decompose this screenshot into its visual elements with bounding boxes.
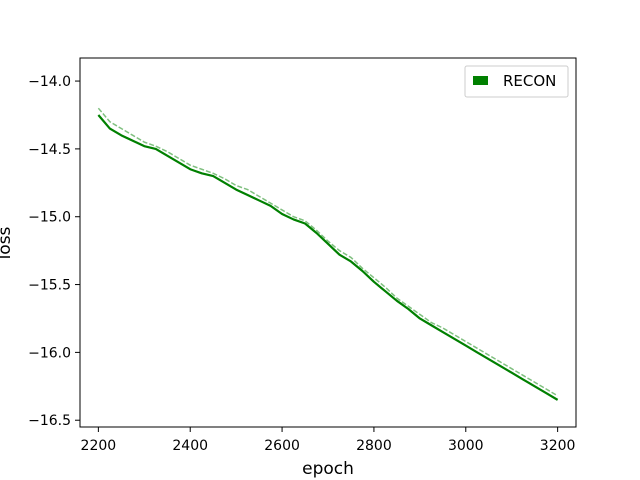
series-line-dashed xyxy=(97,107,559,397)
tick-layer: 2200 2400 2600 2800 3000 3200 −14.0 −14.5 −15.0 −… xyxy=(28,74,575,454)
y-tick-label: −16.0 xyxy=(28,345,71,361)
x-tick-label: 2400 xyxy=(172,438,208,454)
x-tick-label: 3200 xyxy=(540,438,576,454)
x-tick-label: 3000 xyxy=(448,438,484,454)
x-tick-label: 2200 xyxy=(81,438,117,454)
series-layer xyxy=(97,107,559,401)
legend-label-recon: RECON xyxy=(503,72,556,90)
legend: RECON xyxy=(464,65,569,98)
x-tick-label: 2600 xyxy=(264,438,300,454)
x-tick-label: 2800 xyxy=(356,438,392,454)
y-tick-label: −14.0 xyxy=(28,74,71,90)
legend-swatch-recon xyxy=(473,76,488,85)
y-axis-label: loss xyxy=(0,226,15,259)
series-line-recon xyxy=(97,114,559,401)
y-tick-label: −14.5 xyxy=(28,142,71,158)
y-tick-label: −15.5 xyxy=(28,278,71,294)
y-tick-label: −15.0 xyxy=(28,210,71,226)
plot-frame xyxy=(79,57,577,428)
legend-box xyxy=(464,65,569,98)
y-tick-label: −16.5 xyxy=(28,413,71,429)
x-axis-label: epoch xyxy=(302,459,354,479)
